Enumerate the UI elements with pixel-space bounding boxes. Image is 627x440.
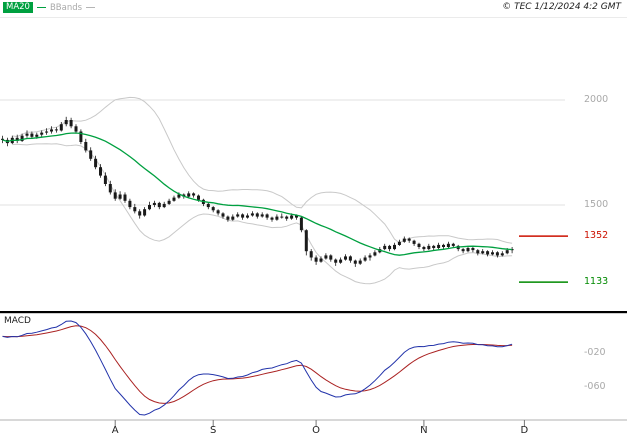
month-label-o: O (312, 425, 321, 436)
legend: MA20 BBands (3, 2, 96, 13)
bbands-legend-label: BBands (49, 2, 83, 13)
frame-lines (0, 17, 627, 421)
gridlines (0, 99, 565, 206)
month-label-a: A (111, 425, 119, 436)
bbands-line-sample-icon (86, 7, 96, 8)
ma20-line (2, 132, 513, 256)
support-level-label: 1133 (584, 276, 609, 288)
ma20-line-sample-icon (36, 7, 46, 8)
macd-axis-label-060: -060 (584, 380, 606, 392)
price-axis-label-2000: 2000 (584, 94, 609, 105)
month-label-d: D (520, 425, 529, 436)
month-ticks (114, 420, 525, 427)
macd-axis-label-020: -020 (584, 347, 606, 359)
macd-panel-title: MACD (4, 316, 31, 326)
level-lines (519, 235, 568, 283)
month-label-s: S (210, 425, 217, 436)
price-axis-label-1500: 1500 (584, 199, 609, 210)
resistance-level-label: 1352 (584, 230, 609, 242)
macd-line (2, 320, 513, 416)
bollinger-bands (12, 96, 513, 285)
month-label-n: N (420, 425, 428, 436)
candlesticks (1, 116, 514, 267)
ma20-legend-badge: MA20 (3, 2, 33, 13)
macd-signal-line (2, 325, 513, 404)
copyright-text: © TEC 1/12/2024 4:2 GMT (502, 2, 621, 12)
